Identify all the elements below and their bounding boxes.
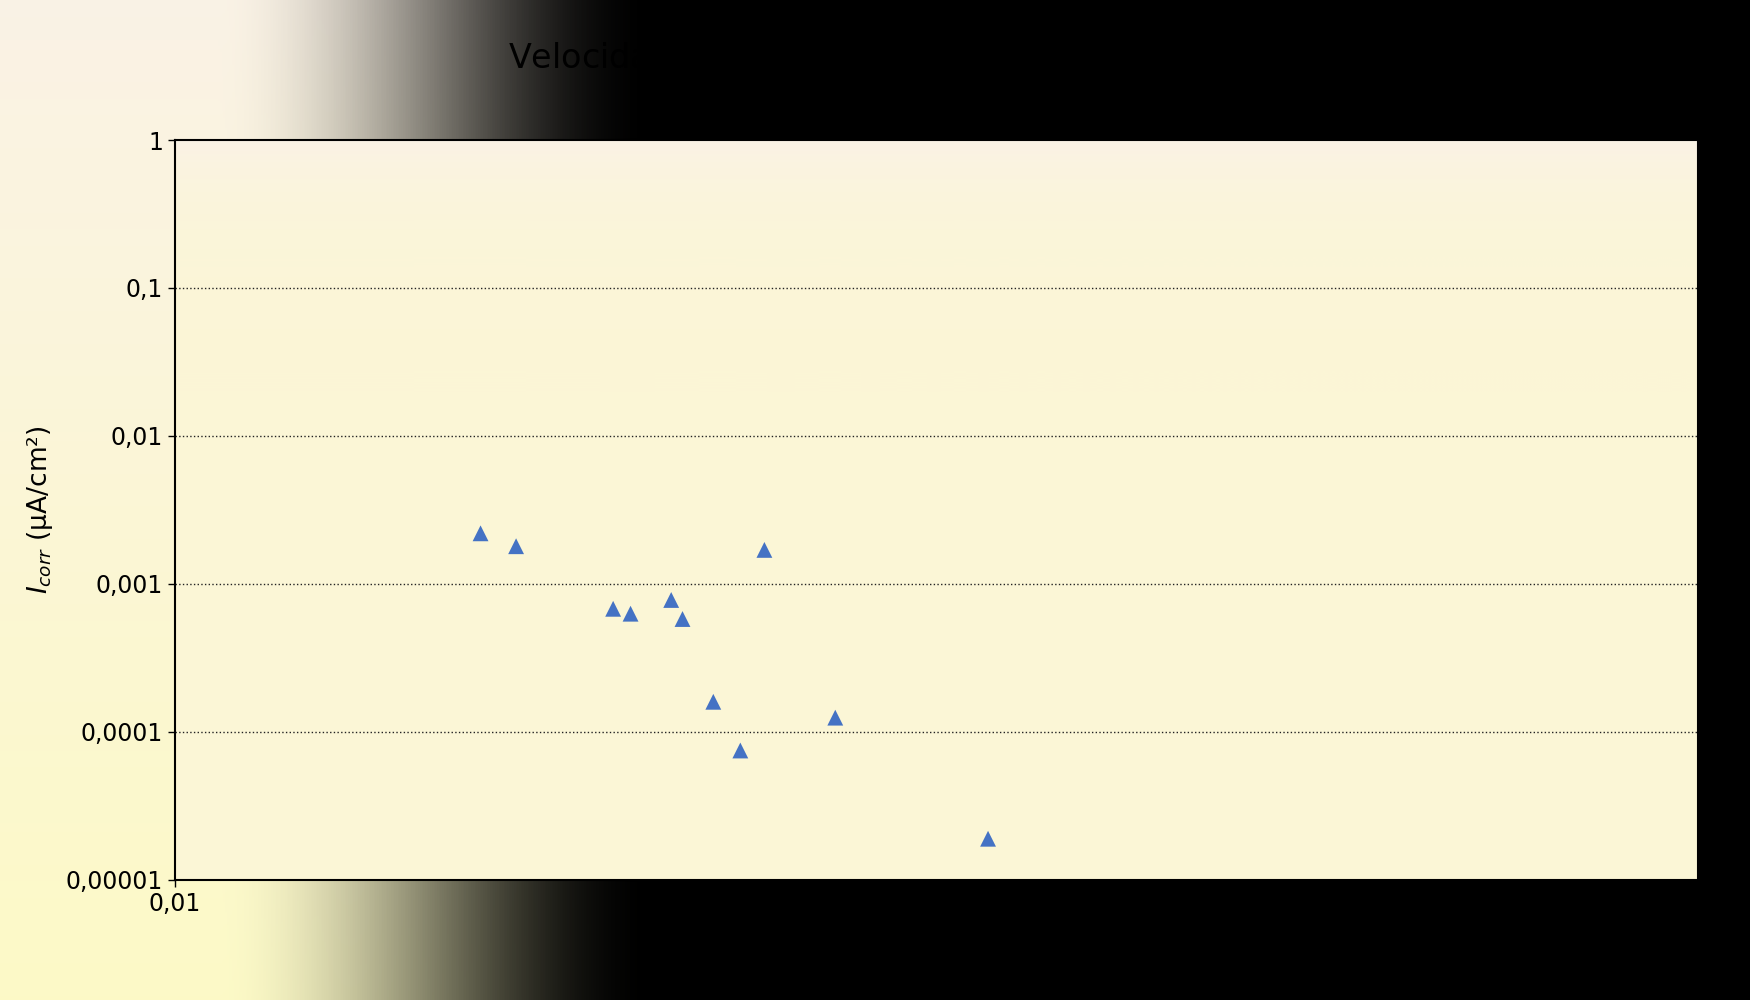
Point [700,694,728,710]
Point [751,542,779,558]
Title: Velocidad de corrosión ($I_{corr}$) vs Resistencia ohmica
($R_{ohm}$) (Escalas l: Velocidad de corrosión ($I_{corr}$) vs R… [507,38,1365,124]
Y-axis label: $I_{corr}$ (μA/cm²): $I_{corr}$ (μA/cm²) [24,426,54,594]
Point [467,525,495,541]
Point [616,606,644,622]
Point [975,831,1003,847]
X-axis label: $R_{ohm}$(Ohm): $R_{ohm}$(Ohm) [864,930,1008,958]
Point [598,601,626,617]
Point [658,592,686,608]
Point [821,710,849,726]
Point [726,742,754,758]
Point [502,538,530,554]
Point [668,611,696,627]
